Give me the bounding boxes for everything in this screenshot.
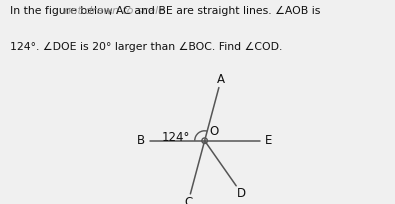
- Text: 124°. ∠DOE is 20° larger than ∠BOC. Find ∠COD.: 124°. ∠DOE is 20° larger than ∠BOC. Find…: [10, 42, 282, 52]
- Text: In the figure below: In the figure below: [10, 6, 116, 16]
- Text: E: E: [265, 134, 272, 147]
- Text: not drawn to scale: not drawn to scale: [64, 6, 165, 16]
- Text: A: A: [217, 73, 225, 85]
- Text: D: D: [237, 186, 246, 200]
- Text: B: B: [137, 134, 145, 147]
- Text: 124°: 124°: [162, 131, 190, 144]
- Text: O: O: [209, 125, 218, 138]
- Text: , AC and BE are straight lines. ∠AOB is: , AC and BE are straight lines. ∠AOB is: [109, 6, 321, 16]
- Text: C: C: [184, 196, 192, 204]
